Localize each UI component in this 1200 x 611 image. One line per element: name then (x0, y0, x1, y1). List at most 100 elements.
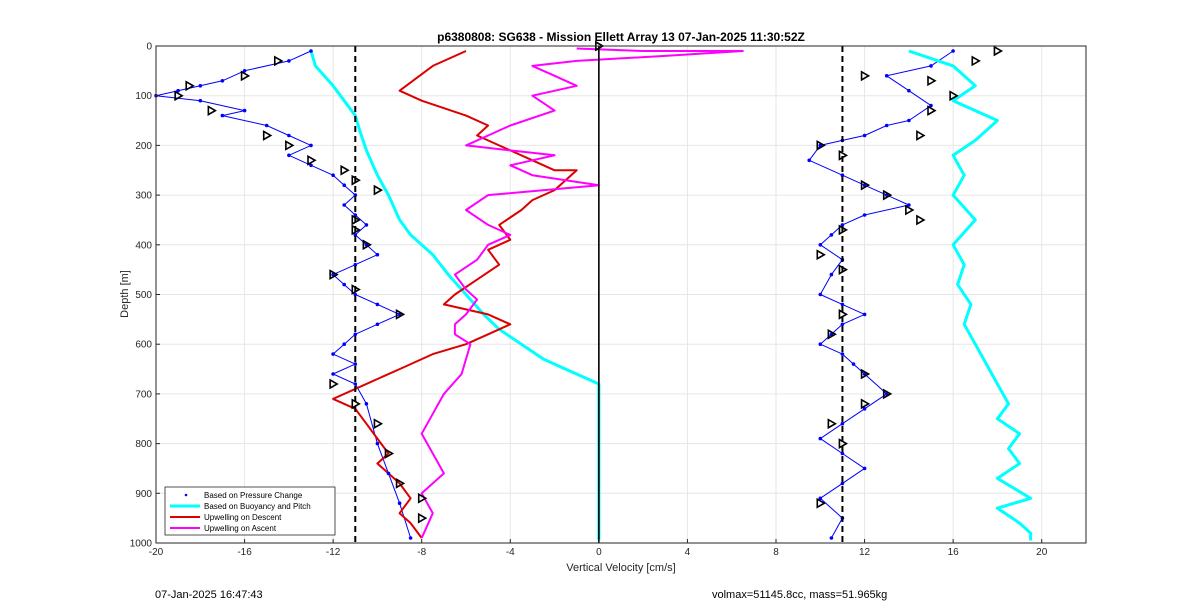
triangle-marker (816, 497, 826, 509)
series-pressure-change-point (353, 292, 358, 297)
series-pressure-change-point (807, 158, 811, 163)
triangle-marker (362, 239, 372, 251)
x-tick-label: -4 (506, 547, 515, 558)
y-tick-label: 500 (135, 290, 152, 301)
series-pressure-change-point (829, 536, 834, 540)
triangle-marker (882, 388, 893, 400)
series-pressure-change-point (907, 118, 911, 123)
series-pressure-change-point (929, 64, 933, 68)
series-pressure-change-point (375, 441, 380, 446)
x-tick-label: 8 (773, 547, 779, 558)
series-pressure-change-point (353, 233, 358, 237)
series-pressure-change-point (287, 133, 291, 138)
series-pressure-change-point (818, 496, 823, 501)
triangle-marker (993, 45, 1004, 57)
triangle-marker (273, 55, 284, 67)
triangle-marker (340, 164, 350, 176)
series-pressure-change-point (840, 421, 845, 426)
y-tick-label: 1000 (130, 539, 153, 550)
series-pressure-change-point (840, 322, 845, 327)
x-tick-label: 4 (685, 547, 691, 558)
y-tick-label: 700 (135, 389, 152, 400)
series-pressure-change-point (331, 173, 335, 177)
y-tick-label: 300 (135, 191, 152, 202)
series-pressure-change-point (342, 282, 347, 287)
series-pressure-change-point (840, 352, 845, 356)
series-pressure-change-point (242, 69, 247, 73)
x-tick-label: -12 (326, 547, 341, 558)
triangle-marker (971, 55, 981, 67)
triangle-marker (262, 130, 273, 141)
series-pressure-change-point (840, 302, 845, 307)
y-tick-label: 600 (135, 340, 152, 351)
series-pressure-change-point (818, 342, 823, 347)
triangle-marker (329, 269, 339, 280)
series-pressure-change-point (331, 352, 335, 356)
series-pressure-change-point (353, 262, 358, 267)
series-pressure-change-point (375, 252, 380, 257)
series-pressure-change-point (862, 466, 867, 471)
triangle-marker (860, 179, 871, 191)
series-pressure-change-point (264, 123, 269, 128)
y-tick-label: 200 (135, 141, 152, 152)
y-tick-label: 0 (146, 42, 152, 53)
series-pressure-change-point (176, 88, 180, 93)
series-pressure-change-point (884, 74, 889, 78)
series-buoyancy-pitch-line (309, 50, 601, 541)
triangle-marker (949, 90, 959, 102)
triangle-marker (916, 130, 926, 141)
triangle-marker (860, 368, 871, 380)
series-pressure-change-point (840, 451, 845, 456)
triangle-marker (860, 70, 871, 82)
series-layer (155, 47, 1033, 541)
triangle-marker (417, 512, 428, 524)
series-pressure-change-point (198, 84, 203, 88)
x-tick-label: 0 (596, 547, 602, 558)
triangle-marker (827, 418, 837, 430)
legend: Based on Pressure Change Based on Buoyan… (164, 486, 336, 536)
triangle-marker (174, 90, 184, 102)
series-pressure-change-point (353, 332, 358, 337)
series-pressure-change-point (375, 322, 380, 327)
series-pressure-change-point (309, 143, 313, 148)
series-pressure-change-point (829, 272, 834, 277)
series-pressure-change-point (929, 103, 933, 108)
series-pressure-change-point (862, 133, 867, 138)
series-pressure-change-point (342, 183, 347, 187)
series-pressure-change-point (342, 342, 347, 347)
series-pressure-change-point (287, 59, 291, 63)
triangle-marker (816, 249, 826, 261)
series-pressure-change-point (907, 88, 911, 93)
legend-label-descent: Upwelling on Descent (204, 513, 282, 522)
triangle-marker (916, 214, 926, 226)
series-pressure-change-point (818, 292, 823, 297)
series-pressure-change-point (375, 302, 380, 307)
series-pressure-change-point (851, 362, 856, 366)
series-pressure-change-point (907, 203, 911, 207)
triangle-marker (417, 492, 428, 504)
triangle-marker (927, 105, 937, 116)
triangle-marker (816, 140, 826, 151)
x-tick-label: -20 (149, 547, 164, 558)
series-pressure-change-point (862, 312, 867, 317)
triangle-marker (395, 309, 406, 320)
series-pressure-change-point (397, 501, 402, 506)
chart-title: p6380808: SG638 - Mission Ellett Array 1… (437, 30, 805, 44)
x-axis-label: Vertical Velocity [cm/s] (566, 562, 675, 574)
legend-label-ascent: Upwelling on Ascent (204, 524, 277, 533)
series-pressure-change-point (364, 402, 369, 406)
triangle-marker (329, 378, 339, 390)
y-tick-label: 900 (135, 489, 152, 500)
series-pressure-change-point (353, 213, 358, 217)
triangle-marker (827, 328, 837, 340)
triangle-marker (307, 154, 317, 166)
series-pressure-change-point (862, 213, 867, 217)
series-pressure-change-point (331, 372, 335, 376)
series-pressure-change-point (840, 481, 845, 486)
triangle-marker (905, 204, 915, 216)
y-tick-label: 100 (135, 91, 152, 102)
triangle-marker (384, 448, 395, 459)
series-upwelling-ascent-line (420, 47, 744, 539)
series-buoyancy-pitch-line (908, 49, 1033, 541)
